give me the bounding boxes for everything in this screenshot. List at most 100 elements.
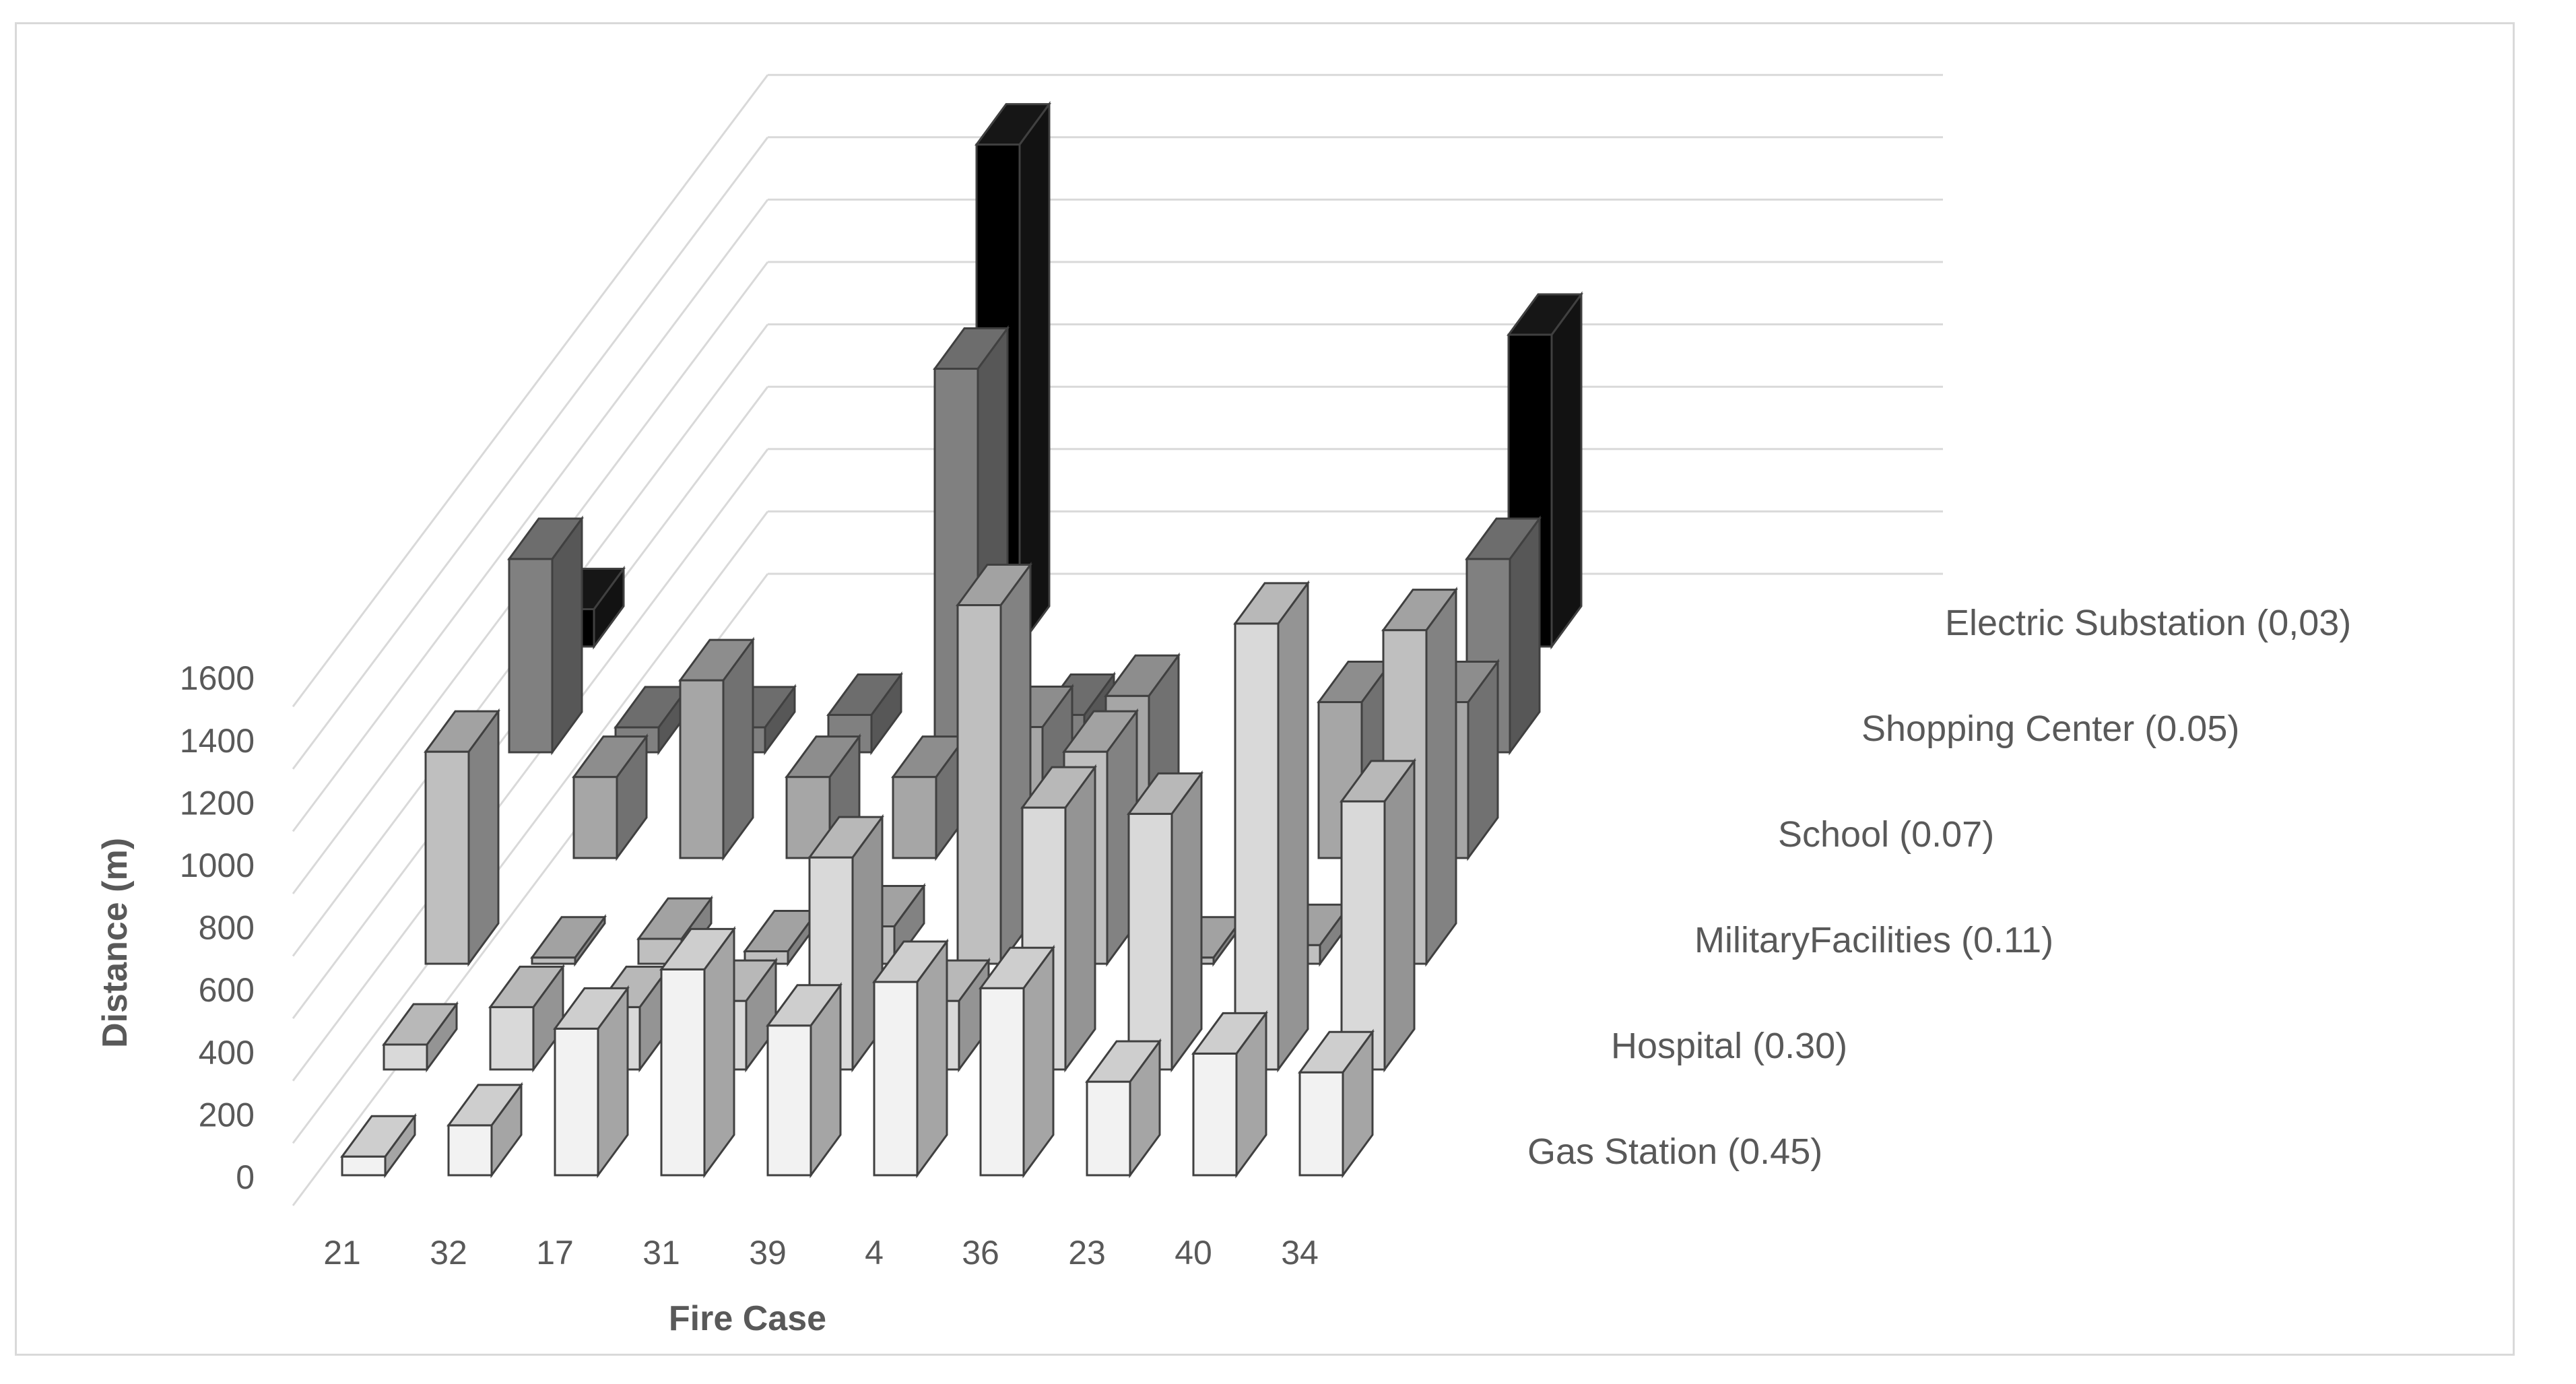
bar-top-face	[979, 946, 1055, 989]
bar-side-face	[703, 925, 735, 1179]
bar	[1340, 758, 1416, 1073]
bar	[678, 636, 755, 861]
side-wall-gridline	[292, 136, 769, 770]
bar-top-face	[1104, 654, 1181, 697]
y-tick-label: 1000	[180, 847, 255, 884]
bar-side-face	[1383, 758, 1416, 1073]
bar-top-face	[956, 564, 1032, 607]
bar-top-face	[507, 517, 584, 560]
bar	[956, 561, 1032, 967]
bar-top-face	[1298, 1030, 1375, 1074]
bar-top-face	[826, 673, 903, 716]
series-label: Hospital (0.30)	[1611, 1026, 1847, 1066]
bar-front-face	[1086, 1080, 1131, 1177]
bars	[340, 100, 1583, 1179]
bar	[1298, 1028, 1375, 1179]
bar-top-face	[1507, 293, 1583, 336]
bar	[1085, 1038, 1162, 1179]
bar	[891, 733, 968, 861]
side-wall-gridline	[292, 74, 769, 708]
side-wall-gridline	[292, 199, 769, 832]
y-tick-label: 600	[199, 971, 255, 1009]
series-label: Shopping Center (0.05)	[1861, 709, 2239, 749]
bar-top-face	[1233, 582, 1310, 625]
x-tick-label: 32	[430, 1234, 467, 1272]
series-labels: Gas Station (0.45) Hospital (0.30) Militar…	[1527, 603, 2351, 1172]
bar-top-face	[530, 916, 607, 959]
bar-front-face	[1192, 1052, 1238, 1177]
x-tick-label: 31	[642, 1234, 680, 1272]
bar-top-face	[553, 987, 630, 1030]
bar-front-face	[554, 1027, 599, 1177]
bar-top-face	[382, 1003, 459, 1046]
x-tick-label: 40	[1175, 1234, 1212, 1272]
bar-front-face	[956, 604, 1002, 965]
bar	[1233, 580, 1310, 1073]
bar-top-face	[678, 638, 755, 682]
bar	[488, 963, 565, 1073]
x-tick-label: 23	[1068, 1234, 1106, 1272]
bar-front-face	[679, 679, 725, 859]
bar-top-face	[1191, 1012, 1268, 1055]
bar	[659, 925, 736, 1179]
bar-top-face	[785, 735, 861, 779]
x-tick-label: 4	[865, 1234, 884, 1272]
bar-side-face	[1170, 770, 1203, 1073]
y-tick-label: 400	[199, 1034, 255, 1072]
bar	[572, 733, 649, 861]
bar-top-face	[488, 965, 565, 1008]
bar-side-face	[1425, 587, 1457, 967]
bar-top-face	[636, 897, 713, 940]
bar	[530, 914, 607, 967]
series-label: MilitaryFacilities (0.11)	[1694, 920, 2053, 960]
bar-front-face	[447, 1124, 493, 1177]
side-wall-gridline	[292, 510, 769, 1144]
bar-top-face	[424, 710, 500, 753]
series-label: School (0.07)	[1778, 814, 1994, 855]
bar	[424, 708, 500, 967]
y-tick-label: 1600	[180, 659, 255, 697]
series-label: Electric Substation (0,03)	[1945, 603, 2351, 643]
bar-front-face	[892, 776, 937, 859]
bar-side-face	[1277, 580, 1309, 1073]
bar	[447, 1082, 523, 1179]
bar	[553, 985, 630, 1179]
bar	[340, 1113, 417, 1179]
bar-front-face	[766, 1024, 812, 1177]
bar-top-face	[1127, 772, 1203, 815]
series-label: Gas Station (0.45)	[1527, 1131, 1822, 1172]
x-tick-label: 21	[323, 1234, 361, 1272]
x-axis-title: Fire Case	[669, 1299, 826, 1338]
bar	[826, 671, 903, 756]
x-tick-label: 34	[1281, 1234, 1319, 1272]
bar-top-face	[1340, 760, 1416, 803]
bar-top-face	[1062, 710, 1139, 753]
bar	[382, 1001, 459, 1073]
x-axis-ticks: 21 32 17 31 39 4 36 23 40 34	[323, 1234, 1319, 1272]
bar-top-face	[872, 940, 949, 983]
bar-front-face	[1127, 812, 1173, 1071]
bar-top-face	[1465, 517, 1542, 560]
bar-front-face	[1298, 1071, 1344, 1177]
bar-top-face	[340, 1115, 417, 1158]
x-tick-label: 17	[536, 1234, 574, 1272]
bar-front-face	[1340, 800, 1386, 1071]
bar	[1191, 1010, 1268, 1179]
y-tick-label: 0	[236, 1158, 255, 1196]
bar-top-face	[1085, 1040, 1162, 1083]
bar-front-face	[572, 776, 618, 859]
bar-top-face	[659, 927, 736, 970]
bar	[1127, 770, 1203, 1073]
x-tick-label: 36	[962, 1234, 999, 1272]
bar-front-face	[660, 968, 706, 1177]
bar-front-face	[424, 750, 470, 965]
bar-front-face	[873, 981, 919, 1177]
y-tick-label: 800	[199, 909, 255, 947]
chart-frame	[15, 22, 2515, 1356]
bar-front-face	[508, 558, 554, 754]
bar-side-face	[1550, 291, 1583, 650]
y-axis-title: Distance (m)	[96, 838, 135, 1048]
side-wall-gridline	[292, 448, 769, 1082]
bar-top-face	[975, 103, 1051, 146]
